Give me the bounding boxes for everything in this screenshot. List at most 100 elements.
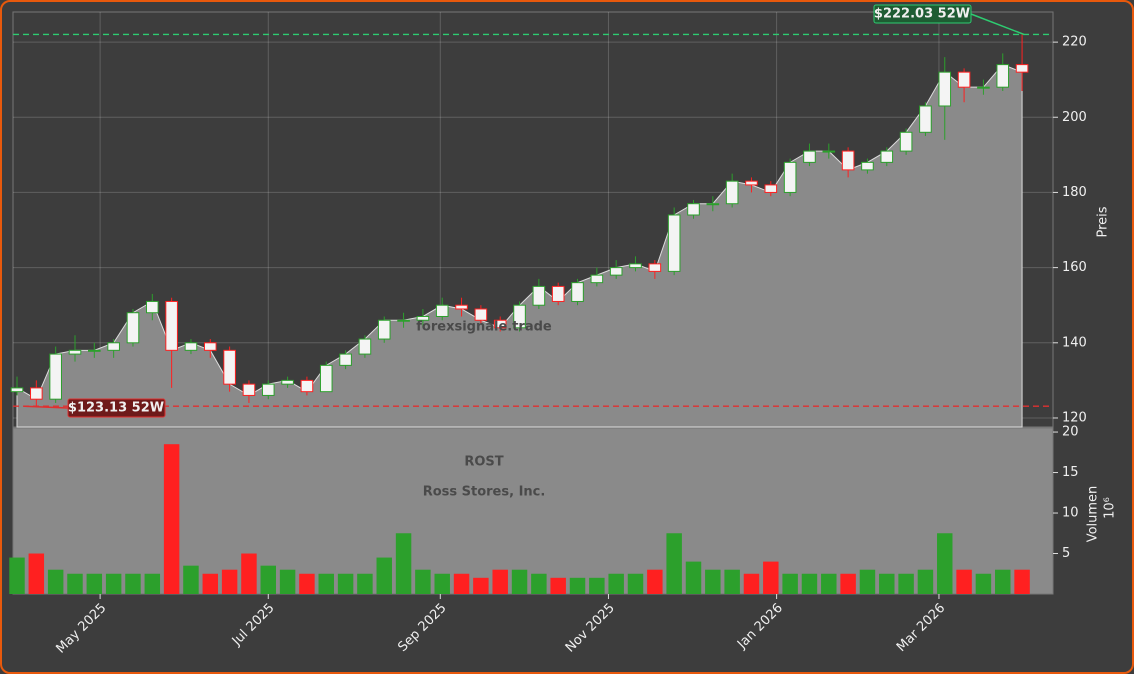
volume-bar (241, 553, 257, 594)
volume-bar (685, 561, 702, 594)
volume-unit: 10⁶ (1103, 497, 1118, 519)
volume-bar (299, 573, 315, 594)
candle-body (203, 342, 217, 351)
volume-bar (125, 573, 141, 594)
candle-body (319, 364, 333, 393)
volume-bar (376, 557, 392, 594)
volume-bar (821, 573, 837, 594)
y-tick-label: 20 (1062, 425, 1079, 440)
candle-body (648, 263, 662, 272)
volume-bar (67, 573, 83, 594)
candle-body (30, 387, 43, 400)
volume-bar (724, 569, 740, 594)
candle-body (435, 304, 449, 317)
volume-bar (879, 573, 895, 594)
candle-body (49, 353, 62, 400)
volume-bar (492, 569, 508, 594)
volume-bar (840, 573, 856, 594)
candle-body (377, 319, 391, 340)
watermark: forexsignale.trade (416, 320, 552, 335)
candle-body (571, 282, 584, 302)
volume-bar (569, 577, 586, 594)
candle-body (667, 214, 681, 272)
candle-body (880, 150, 894, 163)
candle-body (861, 161, 874, 171)
volume-bar (647, 569, 663, 594)
volume-bar (763, 561, 779, 594)
y-tick-label: 200 (1062, 110, 1087, 125)
candle-body (107, 342, 120, 351)
candle-body (455, 304, 468, 310)
volume-bar (550, 577, 566, 594)
volume-bar (898, 573, 914, 594)
y-tick-label: 5 (1062, 546, 1070, 561)
candle-body (165, 300, 178, 351)
candle-body (184, 342, 198, 351)
volume-bar (937, 533, 953, 594)
candle-body (745, 180, 758, 186)
x-tick-label: Jul 2025 (229, 601, 278, 650)
candle-body (68, 349, 82, 355)
volume-bar (395, 533, 412, 594)
volume-bar (28, 553, 45, 594)
candle-body (532, 285, 546, 306)
y-tick-label: 15 (1062, 465, 1079, 480)
annotation-arrow (23, 405, 69, 409)
x-tick-label: Jan 2026 (734, 601, 786, 653)
candle-body (261, 383, 275, 396)
volume-bar (415, 569, 431, 594)
candle-body (609, 267, 623, 276)
x-tick-label: Mar 2026 (894, 601, 948, 655)
volume-bar (511, 569, 528, 594)
candle-body (300, 379, 314, 393)
volume-bar (627, 573, 644, 594)
volume-bar (202, 573, 219, 594)
candle-body (358, 338, 372, 355)
y-tick-label: 160 (1062, 260, 1087, 275)
volume-bar (995, 569, 1011, 594)
annotation-text: $123.13 52W (68, 401, 164, 416)
candle-body (1015, 64, 1029, 73)
candle-body (764, 184, 778, 193)
y-tick-label: 120 (1062, 410, 1087, 425)
volume-bar (9, 557, 25, 594)
volume-bar (917, 569, 934, 594)
volume-bar (453, 573, 470, 594)
volume-bar (318, 573, 334, 594)
candle-body (551, 285, 565, 302)
candle-body (10, 387, 24, 393)
volume-bar (705, 569, 721, 594)
volume-bar (144, 573, 161, 594)
candle-body (822, 150, 836, 153)
candle-body (841, 150, 855, 171)
volume-bar (956, 569, 972, 594)
x-tick-label: Nov 2025 (563, 601, 618, 656)
candle-body (416, 315, 430, 321)
volume-bar (666, 533, 682, 594)
y-tick-label: 140 (1062, 335, 1087, 350)
candle-body (803, 150, 816, 163)
candle-body (590, 274, 604, 284)
candle-body (957, 71, 971, 88)
candle-body (397, 319, 410, 322)
volume-bar (163, 444, 180, 594)
candle-body (513, 304, 526, 329)
volume-bar (279, 569, 296, 594)
candle-body (88, 349, 101, 352)
volume-bar (357, 573, 373, 594)
volume-bar (47, 569, 64, 594)
volume-bar (782, 573, 798, 594)
candle-body (977, 86, 990, 89)
volume-bar (105, 573, 122, 594)
candle-body (725, 180, 739, 205)
candle-body (899, 131, 913, 152)
y-tick-label: 180 (1062, 185, 1087, 200)
volume-bar (743, 573, 760, 594)
candle-body (493, 319, 507, 329)
volume-bar (1014, 569, 1030, 594)
candle-body (281, 379, 294, 385)
candle-body (474, 308, 488, 321)
symbol: ROST (464, 455, 503, 470)
